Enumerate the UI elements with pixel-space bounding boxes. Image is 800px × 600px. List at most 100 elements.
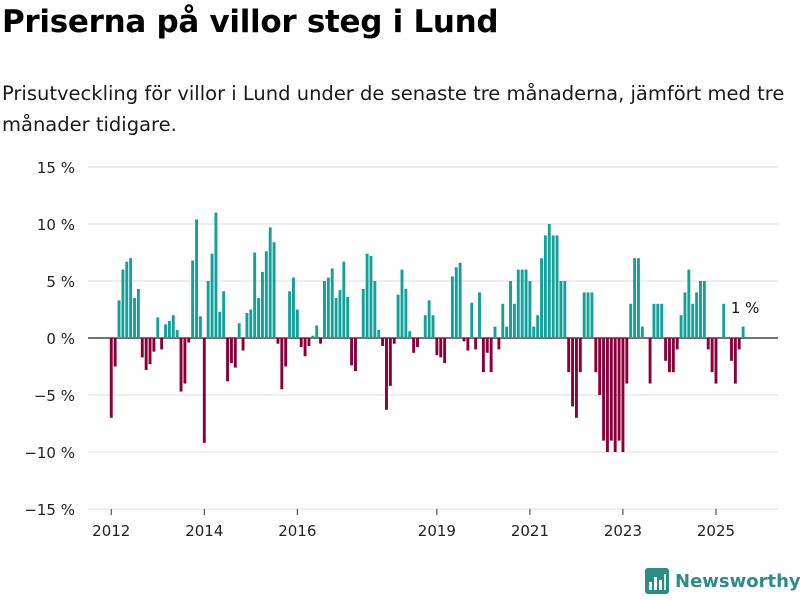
bar <box>222 291 226 338</box>
bar <box>179 338 183 392</box>
bar <box>551 235 555 338</box>
bar <box>388 338 392 386</box>
bar <box>501 303 505 338</box>
bar <box>257 298 261 338</box>
bar <box>226 338 230 382</box>
bar <box>675 338 679 350</box>
bar <box>260 271 264 338</box>
bar <box>621 338 625 452</box>
bar <box>315 325 319 338</box>
bar <box>602 338 606 441</box>
y-tick-label: −5 % <box>34 387 75 405</box>
bar <box>133 298 136 338</box>
bar <box>470 302 474 338</box>
bar <box>702 281 706 338</box>
bar <box>408 331 412 338</box>
bar <box>140 338 144 358</box>
bar <box>330 268 334 338</box>
bar <box>129 258 133 338</box>
bar <box>160 338 164 350</box>
bar <box>148 338 152 365</box>
bar <box>214 212 218 338</box>
bar <box>567 338 571 373</box>
bar <box>481 338 485 373</box>
y-tick-label: −15 % <box>24 501 75 519</box>
bar <box>660 303 664 338</box>
brand-name: Newsworthy <box>675 570 800 592</box>
bar <box>454 267 458 338</box>
bar <box>613 338 617 452</box>
x-tick-label: 2014 <box>185 522 223 540</box>
bar <box>396 294 400 338</box>
bar <box>668 338 671 373</box>
annotations: 1 % <box>731 299 760 317</box>
chart-title: Priserna på villor steg i Lund <box>2 4 499 40</box>
bar <box>319 338 323 344</box>
bar <box>582 292 586 338</box>
bar <box>574 338 578 418</box>
bar <box>427 300 431 338</box>
bar <box>664 338 668 361</box>
bar <box>540 258 543 338</box>
bar <box>722 303 726 338</box>
bar <box>741 326 745 338</box>
bar <box>605 338 609 452</box>
bar <box>733 338 737 384</box>
bar <box>117 300 121 338</box>
bar <box>656 303 660 338</box>
bar <box>571 338 575 407</box>
bar <box>594 338 598 373</box>
bar <box>489 338 493 373</box>
bar <box>334 298 338 338</box>
bar <box>648 338 652 384</box>
bar <box>590 292 594 338</box>
bar <box>497 338 501 350</box>
bars <box>109 212 745 452</box>
bar <box>365 253 369 338</box>
bar <box>377 330 381 338</box>
bar <box>423 315 427 338</box>
bar <box>288 291 292 338</box>
bar <box>536 315 540 338</box>
bar <box>532 326 536 338</box>
bar <box>695 292 699 338</box>
bar <box>245 312 249 338</box>
x-tick-label: 2021 <box>511 522 549 540</box>
bar <box>195 219 198 338</box>
bar <box>323 281 326 338</box>
bar <box>559 281 563 338</box>
bar-chart: 15 %10 %5 %0 %−5 %−10 %−15 % 2012 2014 201… <box>24 159 778 540</box>
bar <box>520 269 524 338</box>
bar <box>493 326 497 338</box>
bar <box>342 261 346 338</box>
bar <box>625 338 629 384</box>
newsworthy-logo-icon <box>645 568 669 594</box>
bar <box>121 269 125 338</box>
bar <box>125 261 129 338</box>
bar <box>233 338 237 368</box>
bar <box>164 324 167 338</box>
bar <box>218 311 222 338</box>
bar <box>431 315 435 338</box>
bar <box>450 276 454 338</box>
bar <box>691 303 695 338</box>
bar <box>191 260 195 338</box>
bar <box>237 323 241 338</box>
bar <box>586 292 590 338</box>
chart-subtitle: Prisutveckling för villor i Lund under d… <box>2 82 785 136</box>
bar <box>206 281 210 338</box>
y-tick-label: 5 % <box>46 273 75 291</box>
bar <box>683 292 687 338</box>
last-value-label: 1 % <box>731 299 760 317</box>
bar <box>652 303 656 338</box>
bar <box>710 338 714 373</box>
bar <box>171 315 175 338</box>
bar <box>443 338 447 364</box>
bar <box>381 338 385 346</box>
bar <box>109 338 113 418</box>
bar <box>528 281 532 338</box>
bar <box>563 281 567 338</box>
y-tick-label: 0 % <box>46 330 75 348</box>
bar <box>144 338 148 370</box>
bar <box>249 309 253 338</box>
